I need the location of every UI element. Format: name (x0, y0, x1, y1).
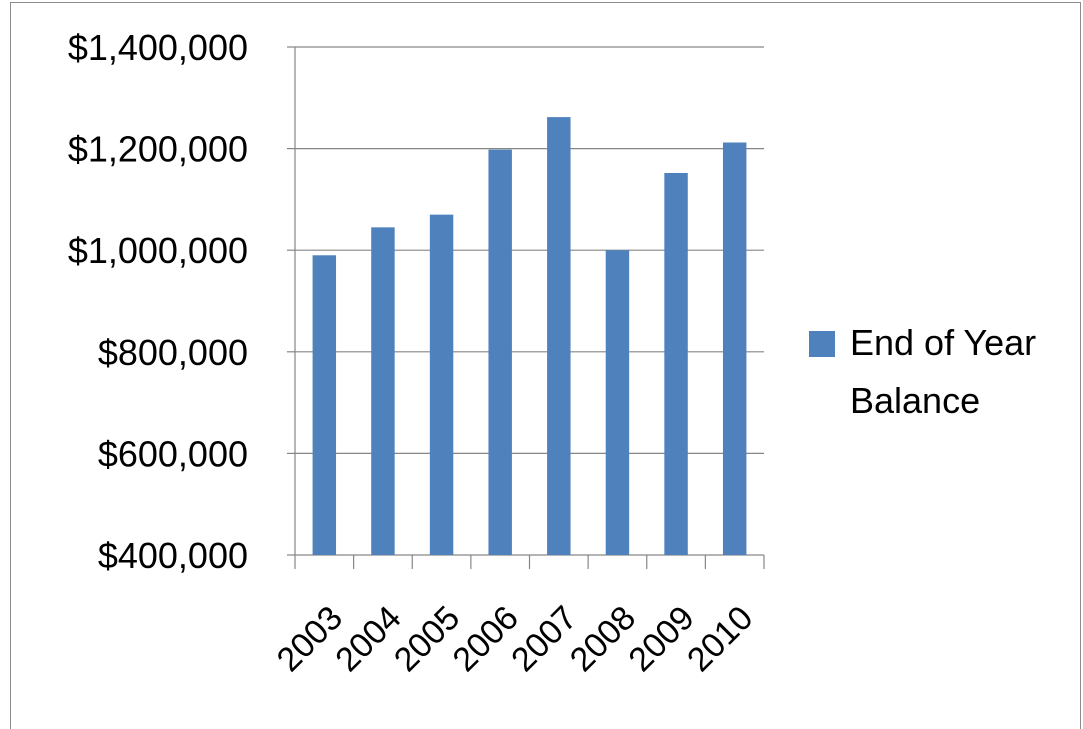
x-tick-label: 2005 (387, 599, 467, 679)
legend-swatch (809, 331, 835, 357)
x-tick-label: 2010 (680, 599, 760, 679)
y-tick-label: $1,400,000 (68, 27, 248, 68)
x-tick-label: 2004 (328, 599, 408, 679)
legend: End of Year Balance (809, 322, 1036, 421)
y-tick-label: $1,000,000 (68, 230, 248, 271)
x-tick-label: 2008 (563, 599, 643, 679)
x-tick-label: 2009 (621, 599, 701, 679)
bar-2004 (371, 227, 395, 555)
bar-2008 (605, 250, 630, 555)
bar-2005 (429, 214, 454, 555)
x-tick-label: 2006 (445, 599, 525, 679)
y-tick-label: $1,200,000 (68, 129, 248, 170)
y-tick-label: $600,000 (98, 433, 248, 474)
x-tick-label: 2007 (504, 599, 584, 679)
legend-label-line-2: Balance (850, 380, 980, 421)
axes (287, 46, 765, 569)
y-tick-label: $800,000 (98, 332, 248, 373)
bar-2003 (312, 255, 337, 555)
y-axis-tick-labels: $400,000 $600,000 $800,000 $1,000,000 $1,200… (68, 27, 248, 576)
bars (312, 117, 747, 555)
chart-frame (10, 2, 1081, 729)
bar-2006 (488, 149, 512, 555)
bar-2010 (722, 142, 747, 555)
gridlines (295, 46, 764, 454)
bar-2009 (664, 172, 688, 555)
y-tick-label: $400,000 (98, 535, 248, 576)
legend-label-line-1: End of Year (850, 322, 1036, 363)
x-tick-label: 2003 (270, 599, 350, 679)
bar-2007 (547, 117, 571, 555)
